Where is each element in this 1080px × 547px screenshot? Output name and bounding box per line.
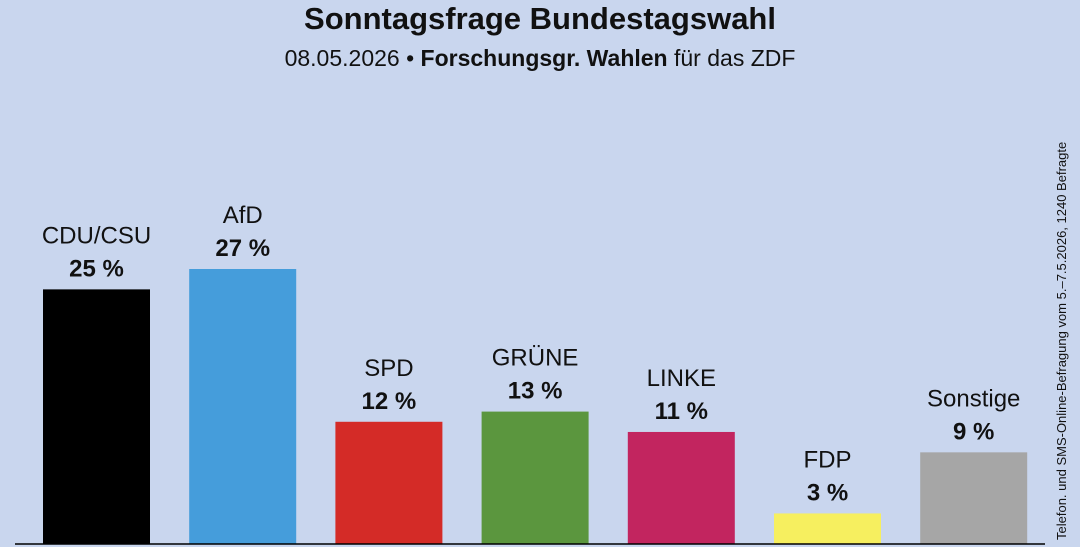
bar-afd — [189, 269, 297, 544]
category-label-afd: AfD — [223, 202, 263, 229]
bars-group: 25 % CDU/CSU 27 % AfD 12 % SPD 13 % GRÜNE 11 % LI… — [42, 202, 1028, 544]
category-label-sonstige: Sonstige — [927, 385, 1020, 412]
poll-client: für das ZDF — [674, 45, 796, 71]
category-label-fdp: FDP — [804, 446, 852, 473]
subtitle-bullet: • — [406, 45, 415, 71]
bar-chart: 25 % CDU/CSU 27 % AfD 12 % SPD 13 % GRÜNE 11 % LI… — [15, 202, 1045, 545]
bar-fdp — [774, 513, 881, 544]
poll-date: 08.05.2026 — [284, 45, 400, 71]
bar-gruene — [481, 411, 589, 544]
bar-linke — [627, 431, 735, 544]
category-label-cdu-csu: CDU/CSU — [42, 222, 151, 249]
category-label-gruene: GRÜNE — [492, 345, 579, 372]
value-label-linke: 11 % — [655, 398, 708, 425]
value-label-spd: 12 % — [362, 388, 417, 415]
methodology-note: Telefon. und SMS-Online-Befragung vom 5.… — [1054, 141, 1069, 540]
poll-institute: Forschungsgr. Wahlen — [420, 45, 668, 71]
category-label-linke: LINKE — [647, 365, 716, 392]
value-label-fdp: 3 % — [807, 479, 848, 506]
chart-subtitle: 08.05.2026 • Forschungsgr. Wahlen für da… — [0, 43, 1080, 73]
value-label-cdu-csu: 25 % — [69, 255, 124, 282]
value-label-afd: 27 % — [215, 235, 270, 262]
chart-title: Sonntagsfrage Bundestagswahl — [304, 1, 776, 36]
value-label-gruene: 13 % — [508, 378, 563, 405]
bar-sonstige — [920, 452, 1028, 544]
value-label-sonstige: 9 % — [953, 418, 994, 445]
bar-cdu-csu — [43, 289, 150, 544]
bar-spd — [335, 421, 443, 544]
category-label-spd: SPD — [364, 355, 413, 382]
